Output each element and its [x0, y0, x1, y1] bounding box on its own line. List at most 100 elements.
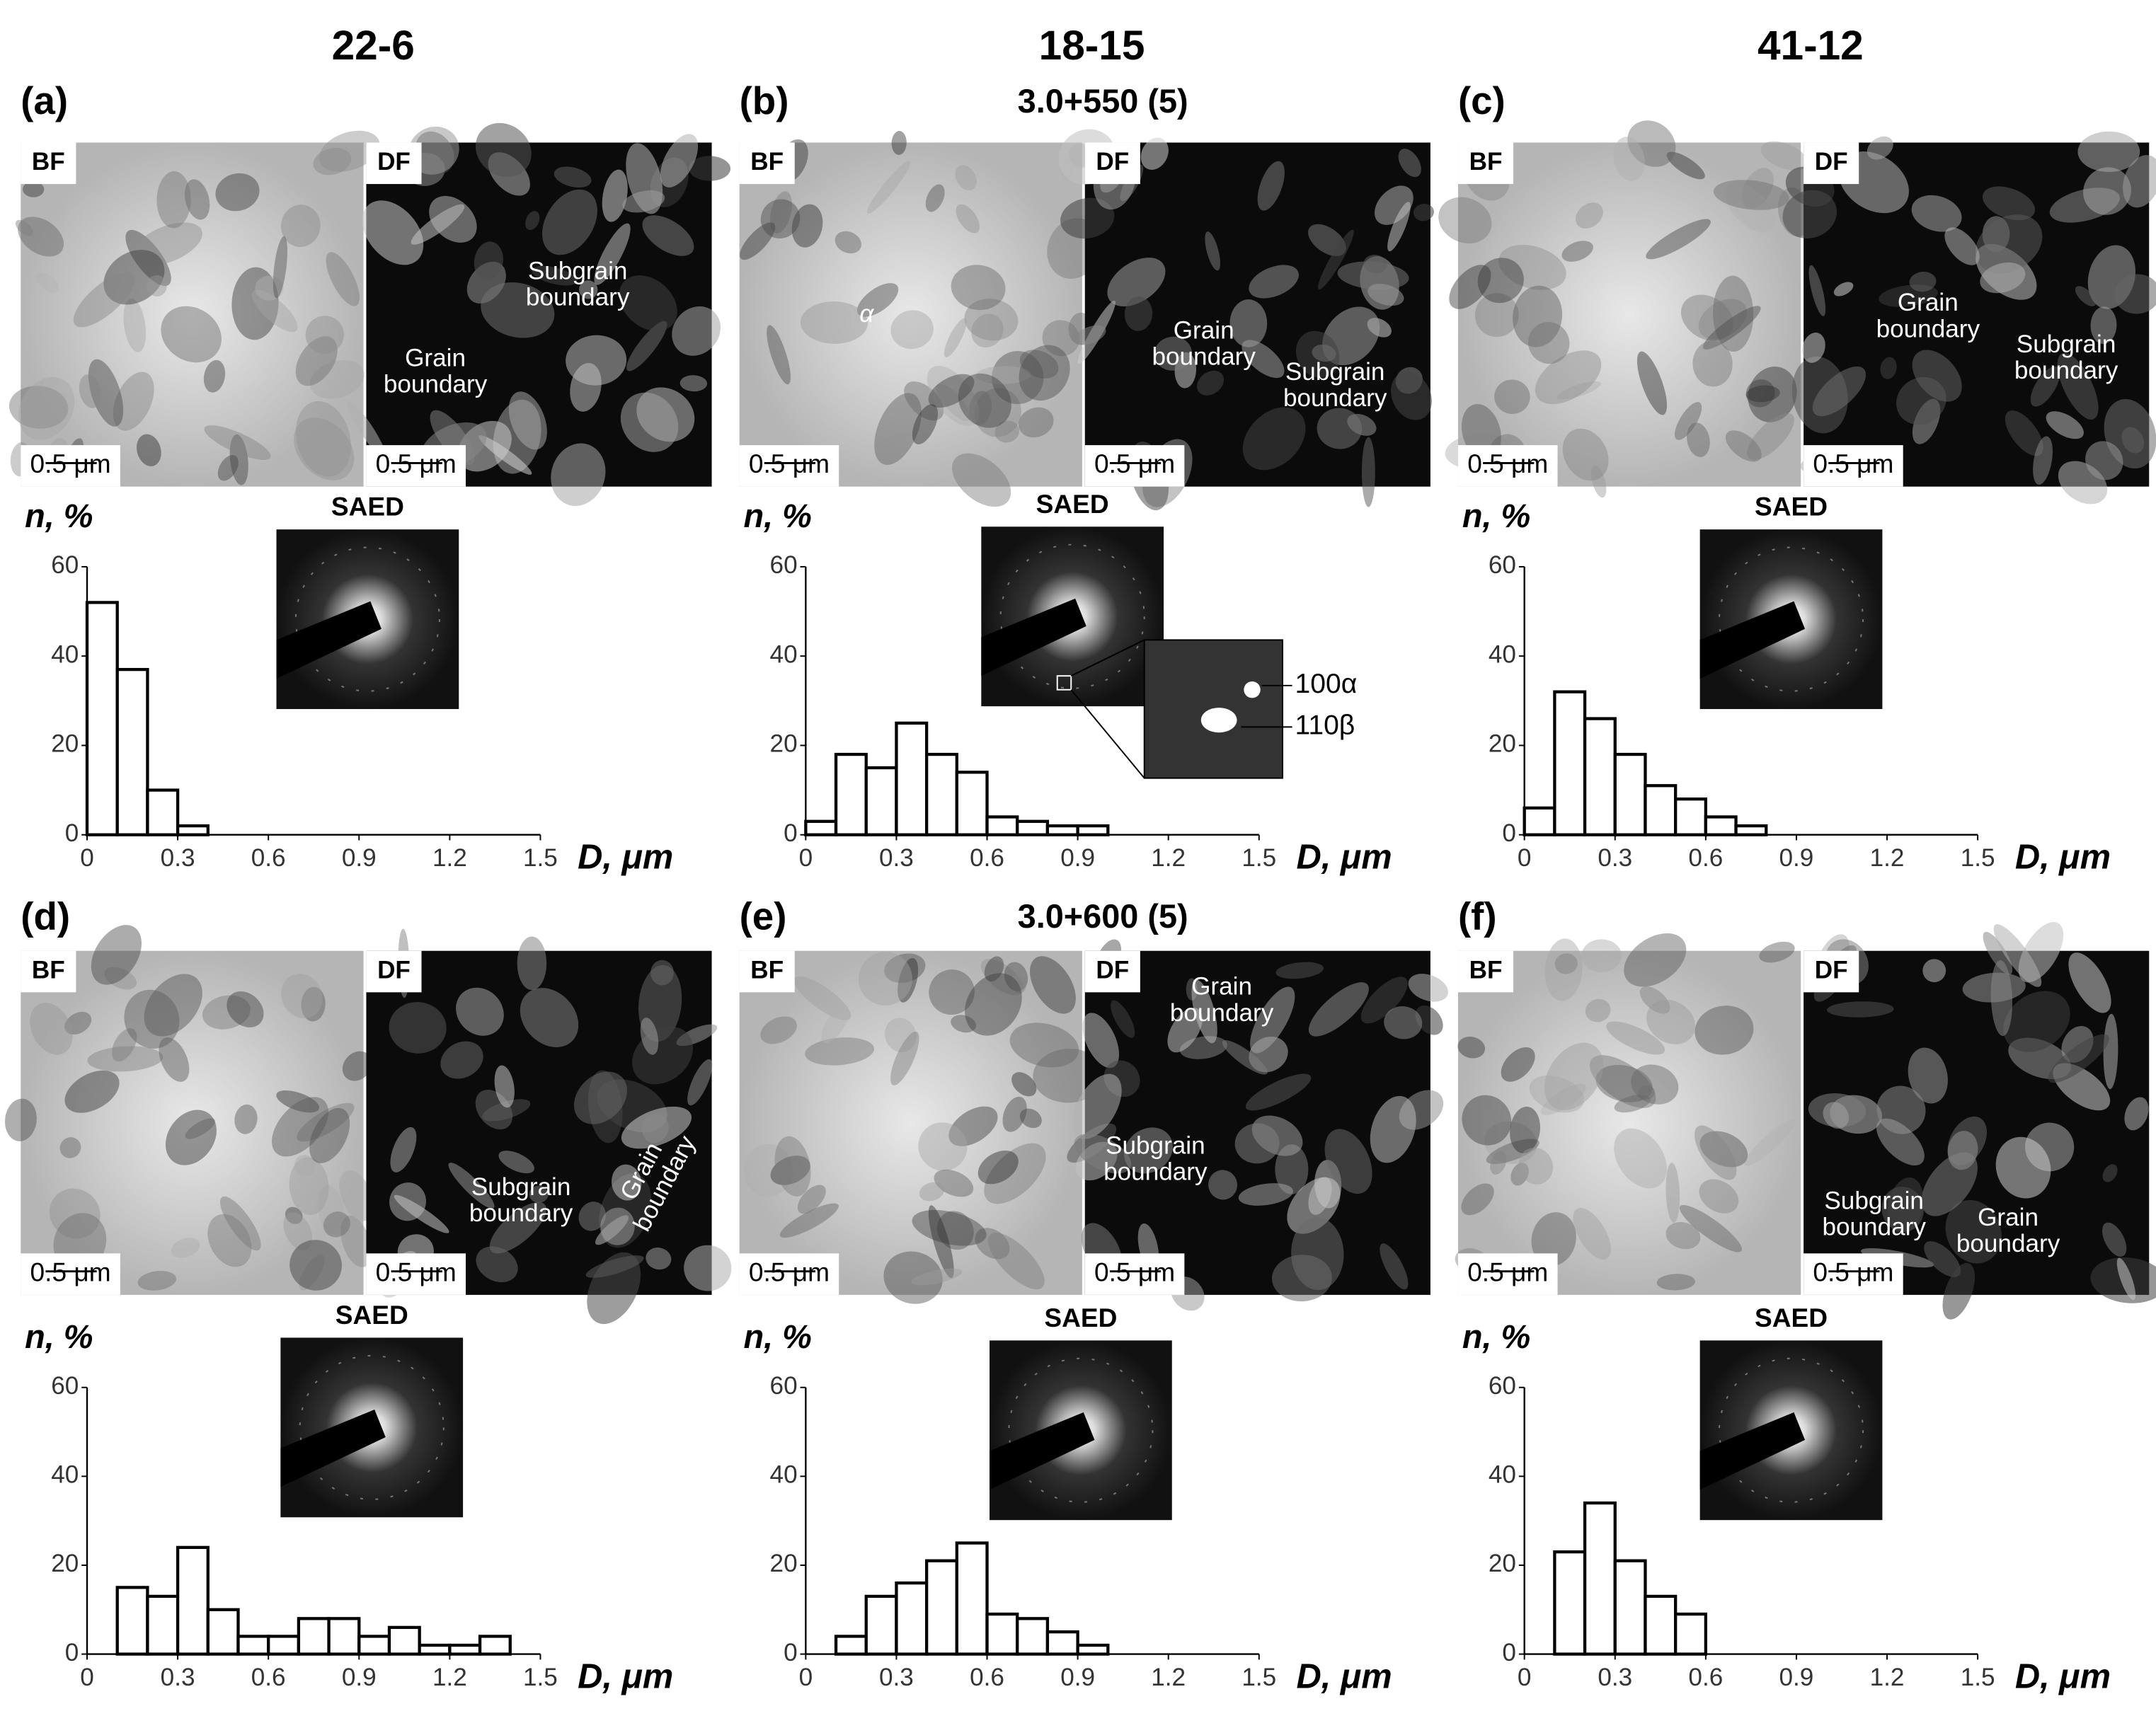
texture: [132, 222, 202, 266]
y-tick-label: 40: [51, 640, 79, 668]
texture: [646, 1248, 672, 1270]
annotation-text: boundary: [1956, 1230, 2060, 1257]
texture: [294, 417, 355, 480]
x-tick-label: 0: [799, 844, 813, 872]
texture: [1242, 340, 1285, 379]
texture: [911, 1268, 963, 1286]
bar: [955, 771, 989, 836]
texture: [476, 1246, 518, 1283]
texture: [234, 1104, 258, 1134]
saed-label: SAED: [336, 1300, 408, 1330]
bar: [267, 1635, 301, 1656]
texture: [612, 1164, 642, 1201]
texture: [928, 1205, 954, 1279]
y-tick-label: 20: [770, 730, 798, 758]
texture: [1074, 1134, 1132, 1174]
texture: [2123, 155, 2156, 208]
texture: [1384, 1006, 1423, 1039]
df-label-box: [366, 950, 422, 993]
texture: [390, 1127, 417, 1173]
texture: [456, 987, 504, 1036]
df-label-box: [366, 142, 422, 185]
texture: [36, 272, 59, 293]
texture: [1687, 422, 1710, 457]
x-axis-label: D, μm: [1297, 839, 1392, 877]
texture: [301, 986, 326, 1022]
texture: [1205, 231, 1220, 271]
texture: [1575, 202, 1603, 229]
texture: [1360, 977, 1408, 1024]
texture: [1744, 1119, 1796, 1166]
texture: [626, 321, 667, 371]
texture: [1042, 320, 1080, 357]
texture: [2102, 1164, 2118, 1182]
texture: [975, 366, 1031, 384]
texture: [1666, 151, 1705, 180]
texture: [1747, 413, 1794, 461]
bf-label-box: [739, 142, 795, 185]
panel-label: (f): [1458, 894, 1497, 938]
texture: [529, 1185, 549, 1203]
texture: [951, 265, 1006, 311]
texture: [1782, 190, 1837, 239]
bar: [985, 815, 1019, 836]
texture: [276, 1090, 320, 1113]
bar: [115, 667, 149, 836]
bar: [297, 1617, 331, 1656]
texture: [1802, 333, 1825, 363]
scale-bar-label-box: [739, 445, 839, 487]
texture: [884, 1018, 917, 1053]
texture: [2048, 1034, 2109, 1083]
texture: [1391, 371, 1432, 420]
annotation-text: boundary: [1152, 342, 1256, 370]
bf-image: [1457, 142, 1801, 487]
bar: [1045, 824, 1079, 836]
texture: [1019, 1108, 1042, 1129]
texture: [672, 306, 721, 356]
bar: [1583, 1501, 1617, 1656]
bf-label-box: [739, 950, 795, 993]
texture: [955, 165, 977, 190]
texture: [578, 1202, 606, 1231]
saed-ring: [294, 546, 440, 692]
texture: [579, 280, 598, 299]
texture: [1324, 1129, 1372, 1194]
texture: [1019, 350, 1059, 379]
beam-stop: [1699, 1412, 1806, 1490]
texture: [2124, 1097, 2149, 1131]
texture: [217, 455, 239, 481]
x-tick-label: 1.5: [523, 844, 558, 872]
texture: [1544, 938, 1583, 1001]
texture: [289, 1157, 329, 1216]
texture: [251, 289, 298, 333]
texture: [1680, 294, 1733, 341]
x-axis-label: D, μm: [2015, 839, 2111, 877]
x-tick-label: 0.6: [1688, 844, 1723, 872]
panel-label: (b): [740, 79, 789, 122]
texture: [2068, 952, 2111, 1013]
x-tick-label: 1.5: [1961, 1664, 1995, 1691]
bf-image: [1457, 950, 1801, 1295]
texture: [147, 275, 167, 296]
bar: [864, 1594, 898, 1656]
texture: [318, 1185, 344, 1235]
texture: [660, 134, 699, 188]
texture: [309, 1107, 350, 1163]
bar: [1644, 784, 1678, 836]
texture: [1018, 407, 1054, 438]
texture: [1606, 1021, 1665, 1055]
texture: [684, 1245, 732, 1291]
texture: [2101, 1222, 2127, 1257]
inset-connector: [1070, 689, 1145, 779]
bar: [327, 1617, 361, 1656]
texture: [1833, 282, 1854, 296]
beam-stop: [1699, 601, 1806, 679]
bar: [418, 1643, 452, 1656]
texture: [2077, 131, 2140, 173]
bar: [448, 1643, 482, 1656]
